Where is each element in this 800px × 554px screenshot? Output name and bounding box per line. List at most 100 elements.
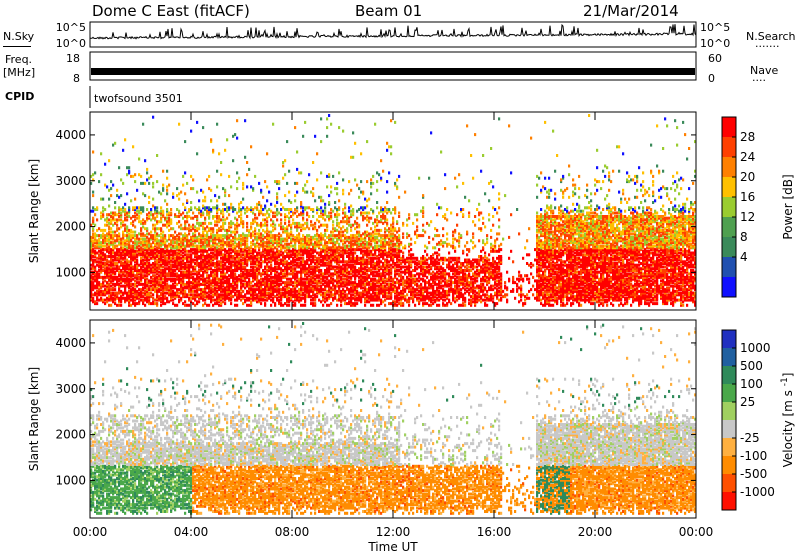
heatmap-cell xyxy=(90,298,93,302)
heatmap-cell xyxy=(270,298,273,302)
heatmap-cell xyxy=(264,281,267,285)
heatmap-cell xyxy=(92,239,95,243)
heatmap-cell xyxy=(130,274,133,278)
heatmap-cell xyxy=(128,215,131,218)
heatmap-cell xyxy=(214,291,217,295)
heatmap-cell xyxy=(100,262,103,265)
heatmap-cell xyxy=(142,265,145,269)
heatmap-cell xyxy=(230,206,233,210)
heatmap-cell xyxy=(232,235,235,239)
heatmap-cell xyxy=(254,244,257,248)
heatmap-cell xyxy=(346,274,349,278)
heatmap-cell xyxy=(218,267,221,271)
heatmap-cell xyxy=(236,293,239,297)
heatmap-cell xyxy=(246,255,249,258)
heatmap-cell xyxy=(174,293,177,297)
heatmap-cell xyxy=(258,288,261,292)
heatmap-cell xyxy=(218,239,221,243)
heatmap-cell xyxy=(312,303,315,307)
heatmap-cell xyxy=(220,161,223,164)
heatmap-cell xyxy=(126,263,129,267)
heatmap-cell xyxy=(146,232,149,236)
heatmap-cell xyxy=(346,221,349,225)
heatmap-cell xyxy=(294,255,297,258)
heatmap-cell xyxy=(310,237,313,241)
heatmap-cell xyxy=(210,270,213,274)
heatmap-cell xyxy=(94,213,97,217)
heatmap-cell xyxy=(358,237,361,241)
heatmap-cell xyxy=(334,235,337,239)
heatmap-cell xyxy=(260,286,263,290)
heatmap-cell xyxy=(236,255,239,258)
heatmap-cell xyxy=(334,284,337,288)
heatmap-cell xyxy=(286,282,289,286)
heatmap-cell xyxy=(172,251,175,255)
heatmap-cell xyxy=(114,206,117,210)
heatmap-cell xyxy=(188,241,191,245)
heatmap-cell xyxy=(120,225,123,229)
heatmap-cell xyxy=(326,134,329,138)
heatmap-cell xyxy=(258,248,261,252)
heatmap-cell xyxy=(124,284,127,288)
heatmap-cell xyxy=(272,122,275,126)
heatmap-cell xyxy=(168,265,171,269)
heatmap-cell xyxy=(154,230,157,234)
heatmap-cell xyxy=(280,242,283,246)
heatmap-cell xyxy=(356,270,359,274)
heatmap-cell xyxy=(332,239,335,243)
heatmap-cell xyxy=(184,223,187,227)
heatmap-cell xyxy=(254,289,257,293)
heatmap-cell xyxy=(170,274,173,278)
heatmap-cell xyxy=(198,249,201,253)
heatmap-cell xyxy=(120,275,123,279)
heatmap-cell xyxy=(150,270,153,274)
heatmap-cell xyxy=(272,293,275,297)
heatmap-cell xyxy=(102,239,105,243)
heatmap-cell xyxy=(90,235,93,239)
heatmap-cell xyxy=(256,253,259,257)
heatmap-cell xyxy=(162,211,165,215)
heatmap-cell xyxy=(132,241,135,245)
heatmap-cell xyxy=(172,195,175,199)
heatmap-cell xyxy=(308,277,311,281)
heatmap-cell xyxy=(276,201,279,204)
heatmap-cell xyxy=(124,248,127,252)
heatmap-cell xyxy=(234,265,237,269)
heatmap-cell xyxy=(104,263,107,267)
heatmap-cell xyxy=(310,281,313,285)
heatmap-cell xyxy=(318,242,321,246)
heatmap-cell xyxy=(110,221,113,225)
heatmap-cell xyxy=(116,235,119,239)
heatmap-cell xyxy=(298,248,301,252)
heatmap-cell xyxy=(336,228,339,232)
heatmap-cell xyxy=(286,270,289,274)
heatmap-cell xyxy=(138,241,141,245)
heatmap-cell xyxy=(100,265,103,269)
heatmap-cell xyxy=(198,221,201,225)
heatmap-cell xyxy=(180,279,183,283)
heatmap-cell xyxy=(342,255,345,258)
heatmap-cell xyxy=(228,249,231,253)
heatmap-cell xyxy=(208,213,211,217)
heatmap-cell xyxy=(154,260,157,264)
heatmap-cell xyxy=(246,234,249,238)
heatmap-cell xyxy=(290,295,293,299)
heatmap-cell xyxy=(154,263,157,267)
heatmap-cell xyxy=(280,260,283,264)
heatmap-cell xyxy=(298,289,301,293)
heatmap-cell xyxy=(208,275,211,279)
heatmap-cell xyxy=(308,291,311,295)
heatmap-cell xyxy=(118,256,121,260)
heatmap-cell xyxy=(284,302,287,306)
heatmap-cell xyxy=(136,188,139,192)
heatmap-cell xyxy=(278,255,281,258)
heatmap-cell xyxy=(344,296,347,300)
heatmap-cell xyxy=(280,279,283,283)
heatmap-cell xyxy=(326,249,329,253)
heatmap-cell xyxy=(160,206,163,210)
heatmap-cell xyxy=(246,209,249,213)
heatmap-cell xyxy=(286,140,289,144)
heatmap-cell xyxy=(150,246,153,250)
heatmap-cell xyxy=(144,159,147,163)
heatmap-cell xyxy=(156,289,159,293)
